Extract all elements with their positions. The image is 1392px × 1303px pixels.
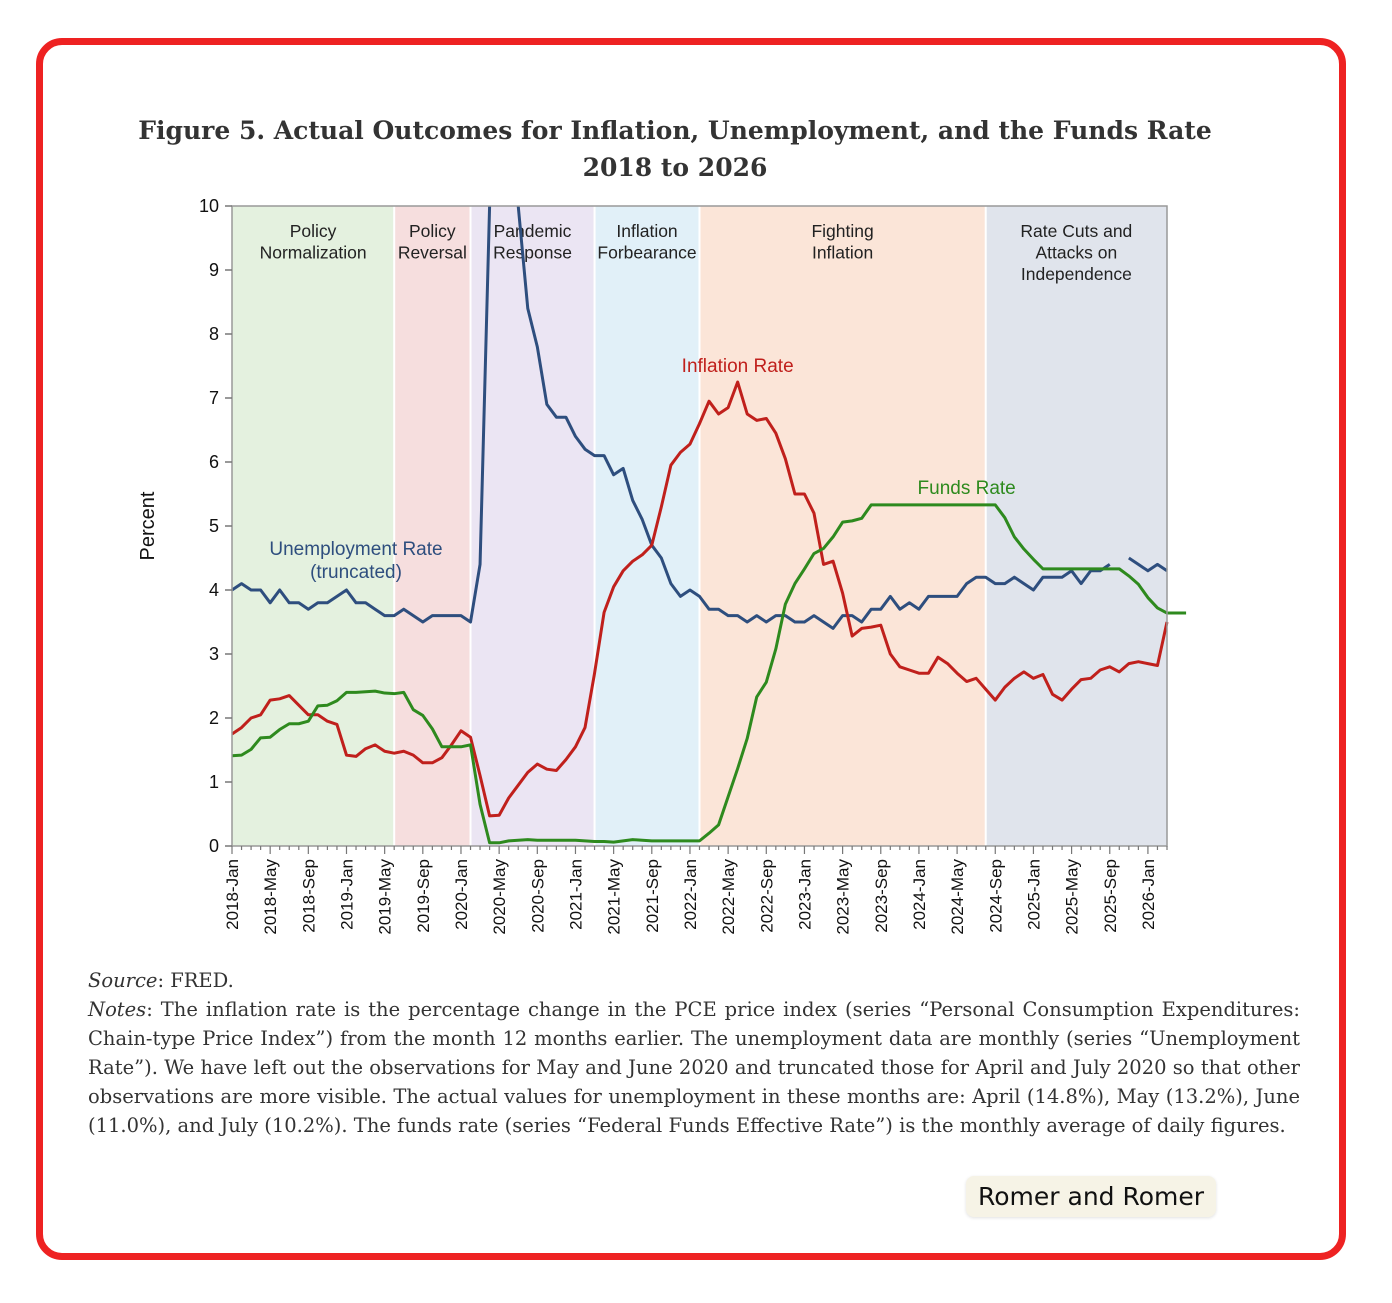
x-tick-label: 2025-Sep <box>1101 859 1120 933</box>
credit-badge: Romer and Romer <box>966 1176 1217 1217</box>
x-tick-label: 2021-May <box>605 859 624 935</box>
notes-text: : The inflation rate is the percentage c… <box>88 998 1300 1137</box>
x-tick-label: 2020-Jan <box>452 859 471 930</box>
series-label-unemployment: (truncated) <box>310 562 402 583</box>
series-labels: Inflation Rate Funds Rate Unemployment Rat… <box>269 356 1015 583</box>
source-line: Source: FRED. <box>88 966 1300 995</box>
period-band <box>985 206 1167 846</box>
period-label: Inflation <box>616 221 677 241</box>
series-label-unemployment: Unemployment Rate <box>269 539 442 560</box>
y-tick-label: 10 <box>199 196 219 216</box>
x-tick-label: 2018-Jan <box>223 859 242 930</box>
period-label: Attacks on <box>1036 243 1118 263</box>
x-tick-label: 2021-Sep <box>643 859 662 933</box>
x-tick-label: 2018-May <box>261 859 280 935</box>
x-tick-label: 2023-May <box>834 859 853 935</box>
x-tick-label: 2019-May <box>376 859 395 935</box>
series-lines <box>231 205 1187 845</box>
y-tick-label: 6 <box>209 452 219 472</box>
figure-title-line1: Figure 5. Actual Outcomes for Inflation,… <box>138 116 1212 145</box>
notes-label: Notes <box>88 998 147 1021</box>
period-label: Forbearance <box>597 243 696 263</box>
series-line-funds-rate <box>231 503 1187 845</box>
period-label: Policy <box>409 221 456 241</box>
period-label: Policy <box>290 221 337 241</box>
period-label: Fighting <box>811 221 873 241</box>
x-tick-label: 2022-Sep <box>757 859 776 933</box>
x-tick-label: 2025-May <box>1063 859 1082 935</box>
notes-paragraph: Notes: The inflation rate is the percent… <box>88 995 1300 1140</box>
y-tick-label: 4 <box>209 580 219 600</box>
x-tick-label: 2023-Sep <box>872 859 891 933</box>
series-line-unemployment-rate <box>231 205 1168 630</box>
period-band <box>470 206 595 846</box>
y-tick-label: 5 <box>209 516 219 536</box>
x-tick-label: 2024-Jan <box>910 859 929 930</box>
x-tick-label: 2023-Jan <box>795 859 814 930</box>
x-tick-label: 2022-Jan <box>681 859 700 930</box>
y-tick-label: 9 <box>209 260 219 280</box>
y-tick-label: 7 <box>209 388 219 408</box>
y-tick-label: 0 <box>209 836 219 856</box>
period-label: Inflation <box>812 243 873 263</box>
x-tick-label: 2024-May <box>948 859 967 935</box>
x-tick-label: 2018-Sep <box>299 859 318 933</box>
series-label-inflation: Inflation Rate <box>682 356 794 377</box>
period-bands <box>232 206 1167 846</box>
y-axis: 0 1 2 3 4 5 6 7 8 9 10 <box>199 196 232 856</box>
x-tick-label: 2025-Jan <box>1024 859 1043 930</box>
figure-notes: Source: FRED. Notes: The inflation rate … <box>88 966 1300 1140</box>
y-axis-label: Percent <box>137 491 159 560</box>
period-band <box>394 206 471 846</box>
y-tick-label: 3 <box>209 644 219 664</box>
series-line-inflation-rate <box>231 380 1169 818</box>
x-tick-label: 2024-Sep <box>986 859 1005 933</box>
series-label-funds: Funds Rate <box>918 478 1016 499</box>
source-text: : FRED. <box>157 969 234 992</box>
period-labels: PolicyNormalizationPolicyReversalPandemi… <box>260 221 1133 284</box>
y-tick-label: 1 <box>209 772 219 792</box>
figure-title: Figure 5. Actual Outcomes for Inflation,… <box>100 112 1250 186</box>
x-tick-label: 2020-May <box>490 859 509 935</box>
period-label: Pandemic <box>494 221 572 241</box>
period-label: Rate Cuts and <box>1020 221 1132 241</box>
period-band <box>232 206 395 846</box>
x-tick-label: 2019-Jan <box>337 859 356 930</box>
y-tick-label: 2 <box>209 708 219 728</box>
y-tick-label: 8 <box>209 324 219 344</box>
period-label: Response <box>493 243 572 263</box>
period-label: Independence <box>1021 264 1132 284</box>
source-label: Source <box>88 969 158 992</box>
x-tick-label: 2020-Sep <box>528 859 547 933</box>
x-tick-label: 2021-Jan <box>566 859 585 930</box>
x-tick-label: 2022-May <box>719 859 738 935</box>
period-band <box>594 206 700 846</box>
figure-title-line2: 2018 to 2026 <box>582 153 768 182</box>
period-label: Normalization <box>260 243 367 263</box>
x-tick-label: 2026-Jan <box>1139 859 1158 930</box>
period-label: Reversal <box>398 243 467 263</box>
x-tick-label: 2019-Sep <box>414 859 433 933</box>
x-axis: 2018-Jan 2018-May 2018-Sep 2019-Jan 2019-May… <box>223 846 1168 935</box>
